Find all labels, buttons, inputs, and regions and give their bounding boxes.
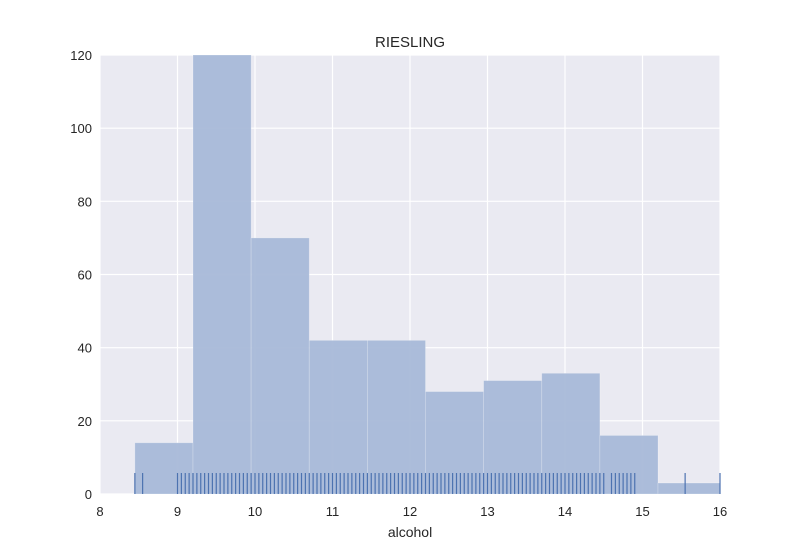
x-tick-label: 10 xyxy=(248,504,262,519)
chart-title: RIESLING xyxy=(375,34,445,51)
x-tick-label: 15 xyxy=(635,504,649,519)
y-tick-label: 100 xyxy=(70,121,92,136)
x-axis-label: alcohol xyxy=(388,524,432,540)
histogram-bar xyxy=(657,482,721,495)
x-tick-label: 16 xyxy=(713,504,727,519)
histogram-bar xyxy=(599,435,659,495)
y-tick-label: 20 xyxy=(78,414,92,429)
x-tick-label: 14 xyxy=(558,504,572,519)
histogram-bar xyxy=(308,339,368,495)
histogram-bar xyxy=(541,372,601,495)
x-tick-label: 12 xyxy=(403,504,417,519)
histogram-bars xyxy=(134,54,721,495)
x-tick-label: 13 xyxy=(480,504,494,519)
x-tick-label: 9 xyxy=(174,504,181,519)
x-tick-label: 11 xyxy=(326,504,340,519)
y-tick-label: 80 xyxy=(78,194,92,209)
histogram-bar xyxy=(366,339,426,495)
tick-labels: 8 9 10 11 12 13 14 15 16 0 20 40 60 80 100 120 xyxy=(70,48,727,519)
x-tick-label: 8 xyxy=(96,504,103,519)
histogram-bar xyxy=(250,237,310,495)
y-tick-label: 60 xyxy=(78,268,92,283)
histogram-bar xyxy=(192,54,252,495)
histogram-bar xyxy=(134,442,194,495)
rug-marks xyxy=(134,473,721,494)
histogram-bar xyxy=(483,380,543,495)
y-tick-label: 40 xyxy=(78,341,92,356)
y-tick-label: 0 xyxy=(85,487,92,502)
histogram-bar xyxy=(425,391,485,495)
y-tick-label: 120 xyxy=(70,48,92,63)
